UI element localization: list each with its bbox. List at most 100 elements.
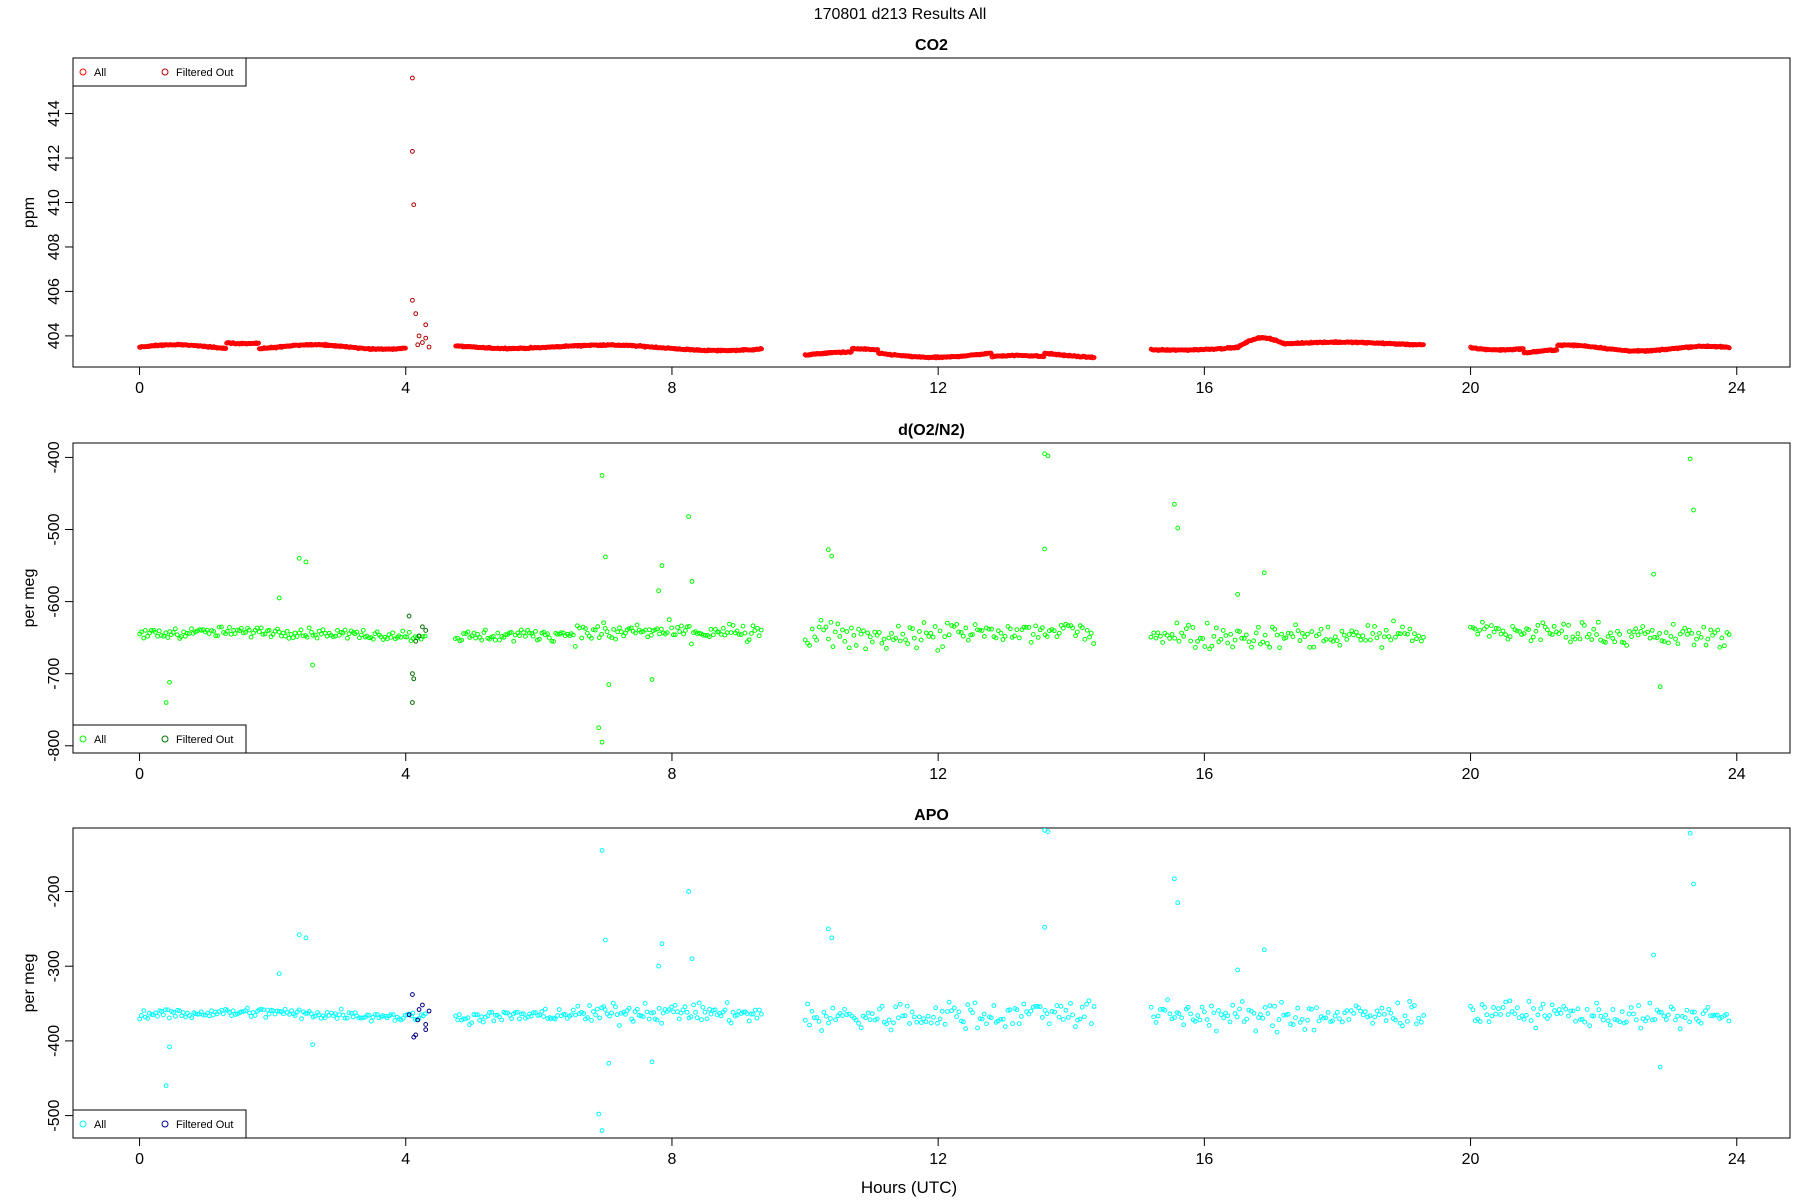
data-point-all xyxy=(1299,1016,1305,1022)
data-point-all xyxy=(1060,625,1066,631)
data-point-all xyxy=(456,1012,462,1018)
data-point-all xyxy=(1046,1021,1052,1027)
data-point-all xyxy=(628,625,634,631)
data-point-all xyxy=(998,1016,1004,1022)
data-point-all xyxy=(508,629,514,635)
data-point-all xyxy=(356,1015,362,1021)
data-point-all xyxy=(1251,1010,1257,1016)
data-point-all xyxy=(270,632,276,637)
data-point-all xyxy=(826,1020,831,1026)
data-point-all xyxy=(981,634,987,639)
data-point-all xyxy=(1381,1011,1387,1017)
data-point-all xyxy=(1262,1005,1268,1010)
data-point-all xyxy=(1589,637,1595,642)
data-point-all xyxy=(1316,631,1322,637)
data-point-all xyxy=(648,632,654,638)
data-point-all xyxy=(1407,999,1412,1004)
data-point-all xyxy=(1049,627,1055,632)
data-point-all xyxy=(523,633,528,639)
x-tick-label: 0 xyxy=(135,380,144,397)
data-point-all xyxy=(1556,631,1562,636)
data-point-all xyxy=(710,632,716,638)
data-point-all xyxy=(1033,1003,1039,1009)
data-point-all xyxy=(304,634,310,640)
data-point-all xyxy=(354,629,360,635)
data-point-all xyxy=(572,644,578,649)
data-point-all xyxy=(1726,345,1732,351)
data-point-all xyxy=(986,626,992,632)
data-point-all xyxy=(599,739,605,745)
data-point-all xyxy=(1070,625,1076,631)
data-point-all xyxy=(1272,626,1278,632)
data-point-all xyxy=(916,1014,922,1020)
data-point-all xyxy=(290,635,296,641)
data-point-all xyxy=(603,554,608,560)
data-point-all xyxy=(699,1017,704,1023)
plot-frame xyxy=(72,442,1791,754)
data-point-all xyxy=(210,1012,216,1018)
data-point-all xyxy=(886,1017,892,1023)
data-point-all xyxy=(883,645,889,651)
data-point-all xyxy=(1042,451,1048,457)
data-point-all xyxy=(1243,632,1249,638)
data-point-all xyxy=(1405,631,1410,637)
data-point-all xyxy=(865,1010,871,1016)
data-point-all xyxy=(1225,640,1231,646)
data-point-all xyxy=(1397,631,1403,637)
data-point-all xyxy=(163,1083,169,1089)
data-point-all xyxy=(1626,1011,1632,1017)
legend: All Filtered Out xyxy=(72,1109,247,1139)
data-point-all xyxy=(1633,1017,1639,1023)
data-point-all xyxy=(1691,507,1696,513)
data-point-all xyxy=(280,630,286,636)
data-point-all xyxy=(1267,644,1273,650)
data-point-all xyxy=(1246,639,1252,645)
data-point-all xyxy=(1235,967,1241,973)
data-point-all xyxy=(686,889,691,894)
data-point-all xyxy=(1309,1006,1314,1012)
data-point-all xyxy=(1386,634,1392,639)
data-point-all xyxy=(869,639,875,645)
data-point-all xyxy=(346,1010,352,1016)
data-point-all xyxy=(537,1012,543,1018)
data-point-all xyxy=(1054,634,1060,640)
data-point-all xyxy=(1687,1019,1692,1025)
data-point-all xyxy=(392,1018,398,1023)
data-point-all xyxy=(1381,634,1387,640)
data-point-all xyxy=(877,1006,882,1012)
data-point-all xyxy=(618,1010,624,1016)
data-point-all xyxy=(1362,1009,1368,1015)
data-point-all xyxy=(863,646,868,652)
data-point-all xyxy=(826,636,831,642)
data-point-all xyxy=(1421,342,1426,348)
data-point-all xyxy=(213,633,219,639)
data-point-all xyxy=(722,632,728,638)
data-point-all xyxy=(161,633,167,639)
data-point-all xyxy=(1197,635,1203,641)
legend-label: Filtered Out xyxy=(176,67,233,79)
data-point-all xyxy=(235,627,240,633)
data-point-all xyxy=(1295,628,1301,634)
data-point-all xyxy=(657,631,662,637)
data-point-all xyxy=(248,1014,254,1019)
data-point-all xyxy=(1181,1022,1187,1028)
data-point-all xyxy=(1579,620,1585,625)
data-point-all xyxy=(1577,636,1583,642)
data-point-all xyxy=(1045,453,1051,459)
data-point-all xyxy=(1503,999,1509,1005)
points-group xyxy=(137,75,1732,361)
data-point-all xyxy=(902,1013,908,1019)
data-point-all xyxy=(879,640,885,646)
data-point-all xyxy=(1470,1007,1476,1013)
data-point-all xyxy=(142,627,148,633)
data-point-all xyxy=(1065,623,1071,629)
data-point-all xyxy=(942,1021,948,1027)
data-point-all xyxy=(276,971,282,977)
data-point-all xyxy=(811,1015,817,1021)
x-tick-label: 4 xyxy=(401,766,410,783)
data-point-all xyxy=(603,937,608,943)
data-point-all xyxy=(1174,620,1180,626)
data-point-all xyxy=(219,624,224,630)
data-point-all xyxy=(728,630,734,635)
data-point-all xyxy=(1692,1009,1697,1015)
